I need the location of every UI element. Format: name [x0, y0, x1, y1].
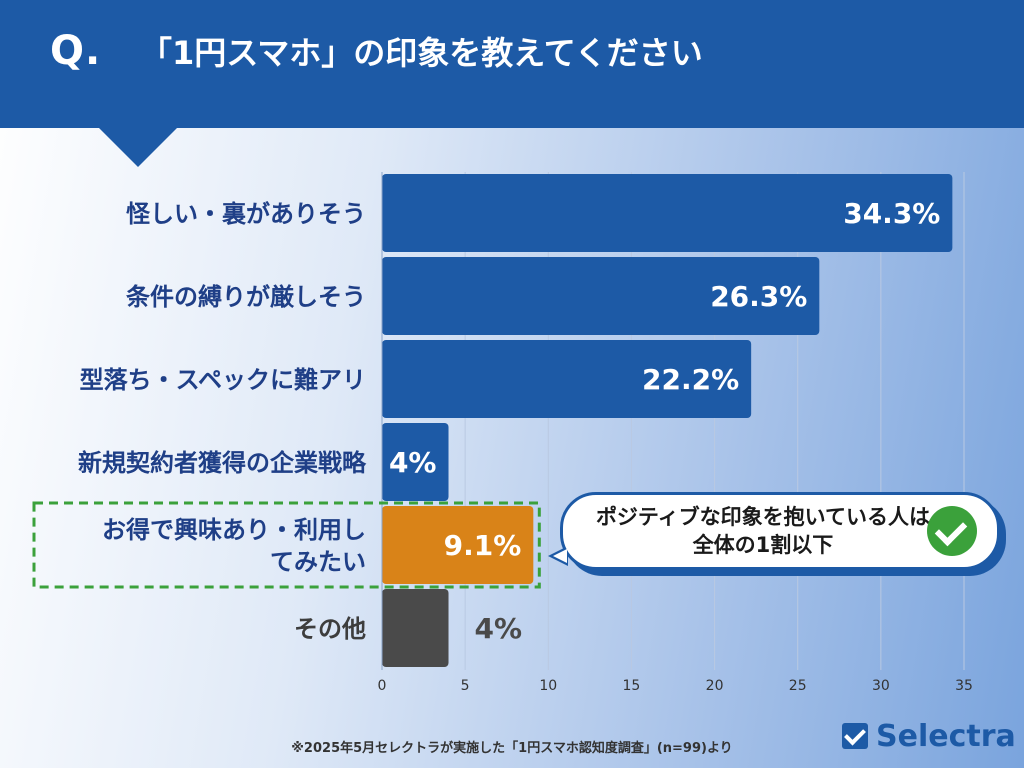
x-tick-label: 15 [623, 678, 641, 694]
check-circle-icon [927, 506, 977, 556]
bar [382, 423, 449, 501]
bar [382, 257, 820, 335]
callout-bubble: ポジティブな印象を抱いている人は全体の1割以下 [560, 492, 1000, 570]
category-label: 型落ち・スペックに難アリ [80, 366, 366, 394]
category-label: てみたい [270, 548, 366, 576]
page-title: 「1円スマホ」の印象を教えてください [140, 34, 703, 72]
x-tick-label: 20 [706, 678, 724, 694]
bar [382, 506, 534, 584]
bar-value-label: 9.1% [444, 529, 522, 562]
bar [382, 174, 953, 252]
x-tick-label: 30 [872, 678, 890, 694]
x-tick-label: 0 [378, 678, 387, 694]
bar-value-label: 22.2% [642, 363, 739, 396]
x-tick-label: 5 [461, 678, 470, 694]
bar [382, 589, 449, 667]
header-pointer [98, 127, 178, 167]
bar [382, 340, 752, 418]
header-banner: Q. 「1円スマホ」の印象を教えてください [0, 0, 1024, 128]
highlight-box [32, 501, 541, 589]
x-tick-label: 25 [789, 678, 807, 694]
brand-check-icon [842, 723, 868, 749]
callout-text: ポジティブな印象を抱いている人は全体の1割以下 [595, 505, 931, 557]
category-label: 条件の縛りが厳しそう [126, 283, 366, 311]
category-label: 怪しい・裏がありそう [126, 200, 366, 228]
brand-logo: Selectra [842, 718, 1016, 754]
brand-name: Selectra [876, 718, 1016, 754]
bar-value-label: 4% [475, 612, 523, 645]
footnote: ※2025年5月セレクトラが実施した「1円スマホ認知度調査」(n=99)より [291, 741, 733, 756]
category-label: その他 [294, 615, 366, 643]
x-tick-label: 10 [539, 678, 557, 694]
category-label: 新規契約者獲得の企業戦略 [78, 449, 367, 477]
bar-value-label: 26.3% [710, 280, 807, 313]
bar-chart: 0 5 10 15 20 25 30 35 34.3% 怪しい・裏がありそう 26.3% 条件の縛りが… [32, 172, 973, 694]
x-tick-label: 35 [955, 678, 973, 694]
bar-value-label: 34.3% [843, 197, 940, 230]
bar-value-label: 4% [389, 446, 437, 479]
category-label: お得で興味あり・利用し [102, 516, 366, 544]
question-mark: Q. [50, 28, 102, 74]
callout-tail-inner [553, 549, 567, 563]
